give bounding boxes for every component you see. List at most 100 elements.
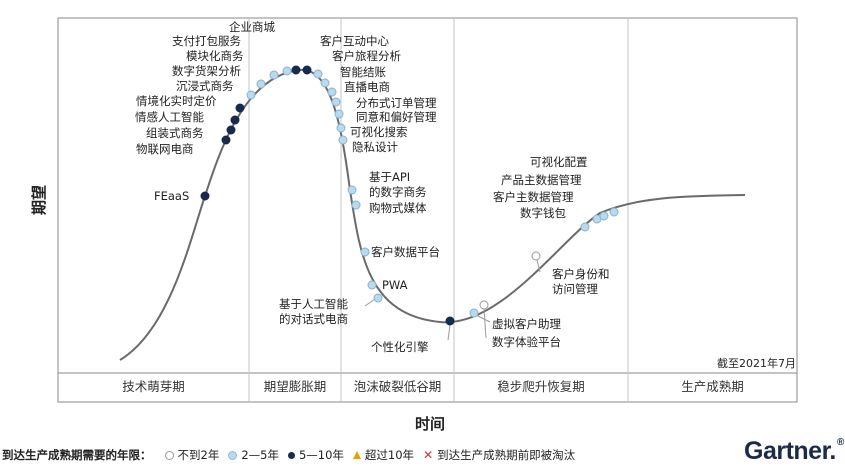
point-marker (269, 70, 279, 80)
point-label: 组装式商务 (146, 126, 204, 140)
label-connector (536, 259, 541, 273)
point-label: 沉浸式商务 (176, 79, 234, 93)
point-label: 产品主数据管理 (501, 173, 582, 187)
legend-item-obsolete: ✕ 到达生产成熟期前即被淘汰 (423, 447, 575, 463)
point-label: 基于API 的数字商务 (369, 170, 427, 199)
legend-item-over-10: 超过10年 (352, 447, 414, 463)
point-label: PWA (382, 278, 408, 292)
point-marker (320, 78, 330, 88)
point-label-line: 基于API (369, 170, 410, 184)
legend-light-dot-icon (228, 450, 238, 460)
point-label: 企业商城 (229, 20, 275, 34)
point-label: 模块化商务 (186, 49, 244, 63)
point-label: 数字体验平台 (492, 335, 561, 349)
point-label: 支付打包服务 (172, 34, 241, 48)
point-label: 物联网电商 (136, 142, 194, 156)
legend-item-under-2: 不到2年 (164, 447, 220, 463)
hype-cycle-chart: FEaaS 物联网电商 组装式商务 情感人工智能情境化实时定价沉浸式商务数字货架分析模… (30, 17, 798, 433)
plot-frame (57, 17, 798, 403)
point-label-line: 访问管理 (552, 282, 598, 296)
point-marker (336, 123, 346, 133)
point-marker (580, 222, 590, 232)
point-marker (334, 109, 344, 119)
point-marker (609, 207, 619, 217)
phase-label: 稳步爬升恢复期 (497, 379, 585, 394)
point-label: 购物式媒体 (369, 201, 427, 215)
point-label: 客户主数据管理 (493, 190, 574, 204)
legend-x-icon: ✕ (423, 448, 434, 462)
legend: 到达生产成熟期需要的年限： 不到2年 2—5年 5—10年 超过10年 ✕ 到达生… (2, 447, 575, 463)
point-label-line: 的对话式电商 (279, 312, 348, 326)
point-marker (221, 135, 231, 145)
legend-label: 到达生产成熟期前即被淘汰 (437, 448, 576, 462)
legend-item-2-5: 2—5年 (228, 447, 279, 463)
point-marker (338, 135, 348, 145)
point-marker (235, 103, 245, 113)
legend-white-dot-icon (164, 450, 174, 460)
point-marker (226, 125, 236, 135)
label-connectors (364, 259, 541, 341)
point-label: 客户旅程分析 (332, 49, 401, 63)
point-marker (313, 69, 323, 79)
point-label-line: 的数字商务 (369, 185, 427, 199)
point-label: 客户互动中心 (320, 34, 389, 48)
legend-dark-dot-icon (287, 451, 295, 459)
phase-label: 期望膨胀期 (264, 379, 327, 394)
point-marker (367, 280, 377, 290)
point-marker (351, 200, 361, 210)
legend-label: 2—5年 (241, 448, 279, 462)
label-connector (364, 298, 376, 307)
point-marker (479, 300, 489, 310)
point-marker (469, 308, 479, 318)
point-label: 虚拟客户助理 (492, 317, 561, 331)
legend-title: 到达生产成熟期需要的年限： (2, 448, 152, 462)
gartner-logo: Gartner.® (744, 437, 844, 466)
point-label: 隐私设计 (352, 140, 398, 154)
label-connector (483, 308, 487, 339)
phase-label: 泡沫破裂低谷期 (354, 379, 442, 394)
phase-label: 生产成熟期 (681, 379, 744, 394)
y-axis-title: 期望 (30, 185, 48, 215)
point-label: 数字钱包 (520, 206, 566, 220)
point-marker (302, 65, 312, 75)
point-marker (200, 191, 210, 201)
point-marker (327, 87, 337, 97)
phase-label: 技术萌芽期 (122, 379, 185, 394)
legend-label: 不到2年 (177, 448, 220, 462)
point-label: 客户身份和访问管理 (552, 267, 610, 296)
x-axis-title: 时间 (415, 415, 445, 433)
brand-text: Gartner. (744, 437, 836, 465)
point-marker (256, 79, 266, 89)
phase-labels: 技术萌芽期 期望膨胀期 泡沫破裂低谷期 稳步爬升恢复期 生产成熟期 (122, 379, 744, 394)
label-connector (447, 324, 451, 341)
point-label: 智能结账 (340, 65, 386, 79)
point-marker (291, 65, 301, 75)
point-labels: FEaaS 物联网电商 组装式商务 情感人工智能情境化实时定价沉浸式商务数字货架分析模… (135, 20, 610, 354)
as-of-note: 截至2021年7月 (717, 356, 796, 370)
point-marker (599, 211, 609, 221)
phase-dividers (248, 18, 629, 402)
point-marker (282, 66, 292, 76)
point-marker (445, 316, 455, 326)
registered-mark: ® (836, 437, 844, 448)
point-label: 个性化引擎 (371, 340, 429, 354)
point-marker (246, 90, 256, 100)
point-marker (531, 251, 541, 261)
point-label-line: 基于人工智能 (279, 297, 348, 311)
point-label: 分布式订单管理 (356, 96, 437, 110)
point-marker (373, 293, 383, 303)
point-label: 情感人工智能 (135, 110, 204, 124)
point-label: 客户数据平台 (371, 245, 440, 259)
point-marker (347, 185, 357, 195)
point-marker (331, 97, 341, 107)
label-connector (475, 314, 491, 323)
point-label-line: 客户身份和 (552, 267, 610, 281)
point-label: 可视化配置 (530, 155, 588, 169)
legend-label: 5—10年 (298, 448, 344, 462)
point-label: 同意和偏好管理 (356, 110, 437, 124)
legend-triangle-icon (352, 451, 361, 459)
point-marker (360, 247, 370, 257)
point-label: 情境化实时定价 (136, 94, 217, 108)
point-label: 可视化搜索 (350, 125, 408, 139)
point-label: 基于人工智能的对话式电商 (279, 297, 348, 326)
